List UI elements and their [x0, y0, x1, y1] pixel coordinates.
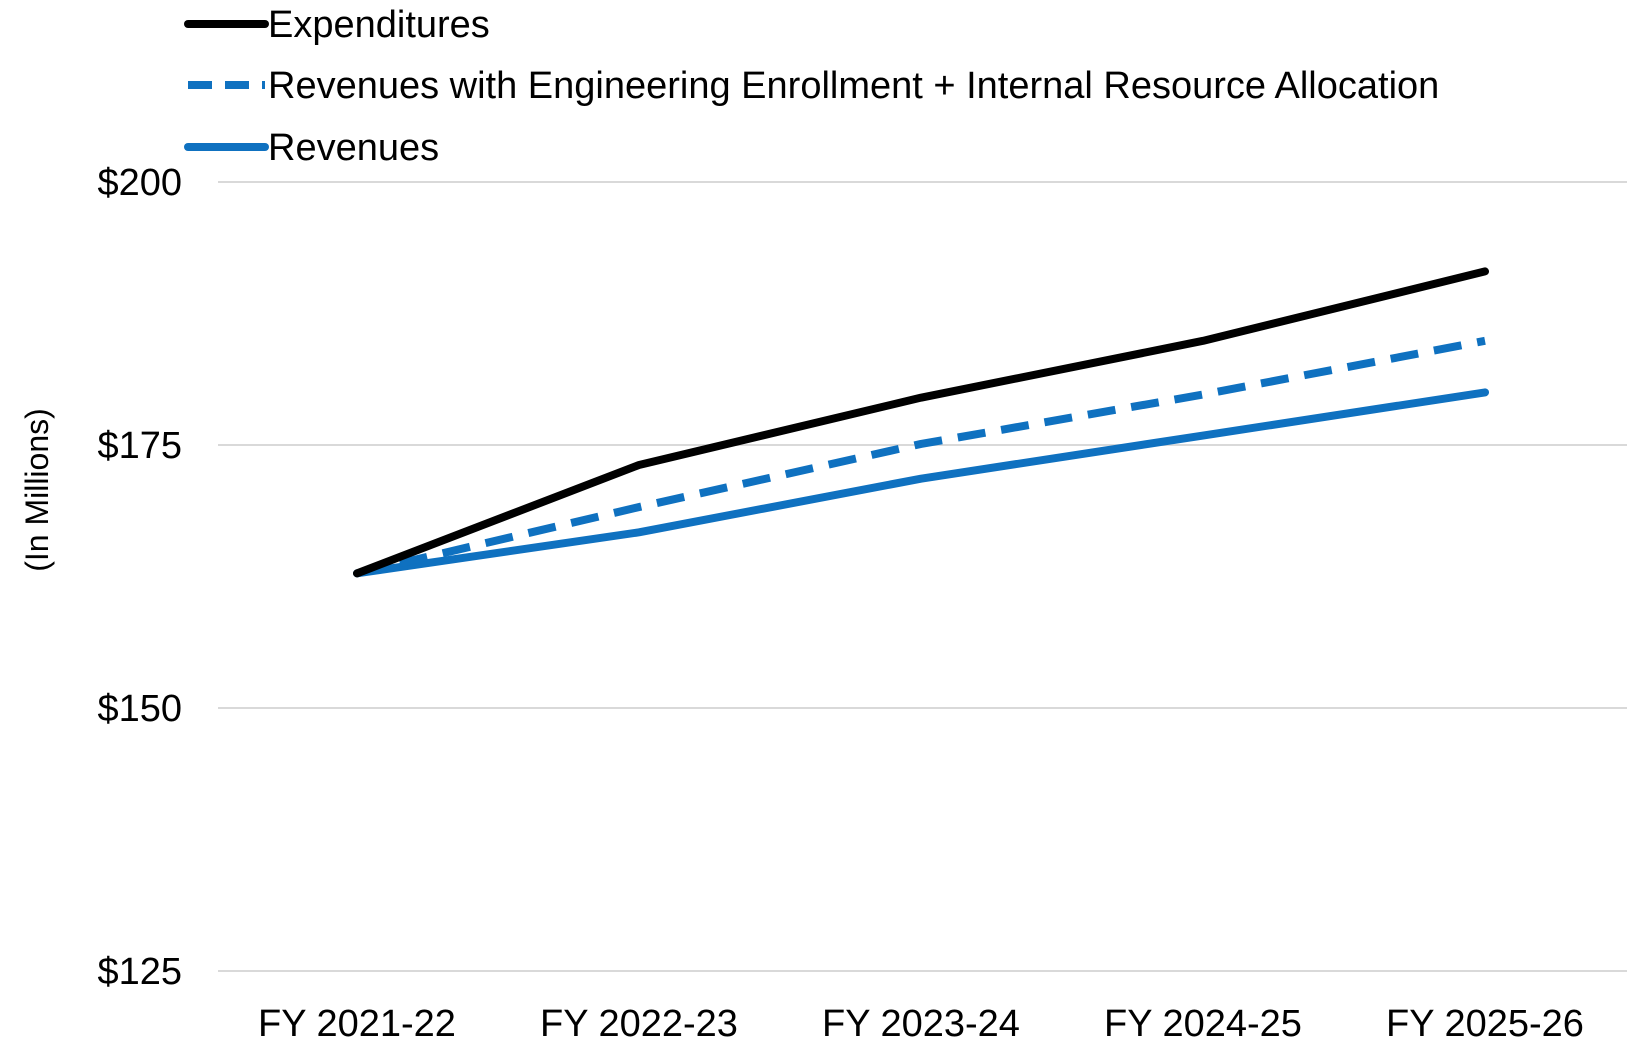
y-axis-title: (In Millions) — [19, 408, 55, 572]
x-tick-label: FY 2022-23 — [540, 1003, 738, 1041]
x-tick-label: FY 2021-22 — [258, 1003, 456, 1041]
x-tick-label: FY 2024-25 — [1104, 1003, 1302, 1041]
legend-label: Revenues with Engineering Enrollment + I… — [268, 65, 1439, 107]
legend-label: Expenditures — [268, 4, 490, 46]
y-tick-label: $150 — [97, 688, 182, 730]
x-tick-label: FY 2023-24 — [822, 1003, 1020, 1041]
y-tick-label: $125 — [97, 951, 182, 993]
legend: Expenditures Revenues with Engineering En… — [184, 4, 1439, 169]
y-tick-label: $175 — [97, 425, 182, 467]
series-lines — [353, 267, 1489, 578]
y-axis-ticks: $200 $175 $150 $125 — [97, 162, 182, 993]
x-axis-ticks: FY 2021-22 FY 2022-23 FY 2023-24 FY 2024-25… — [258, 1003, 1584, 1041]
series-line — [356, 336, 1486, 578]
y-tick-label: $200 — [97, 162, 182, 204]
series-line — [353, 267, 1489, 578]
series-line — [353, 388, 1489, 578]
x-tick-label: FY 2025-26 — [1386, 1003, 1584, 1041]
gridlines — [218, 181, 1627, 972]
legend-label: Revenues — [268, 127, 439, 169]
